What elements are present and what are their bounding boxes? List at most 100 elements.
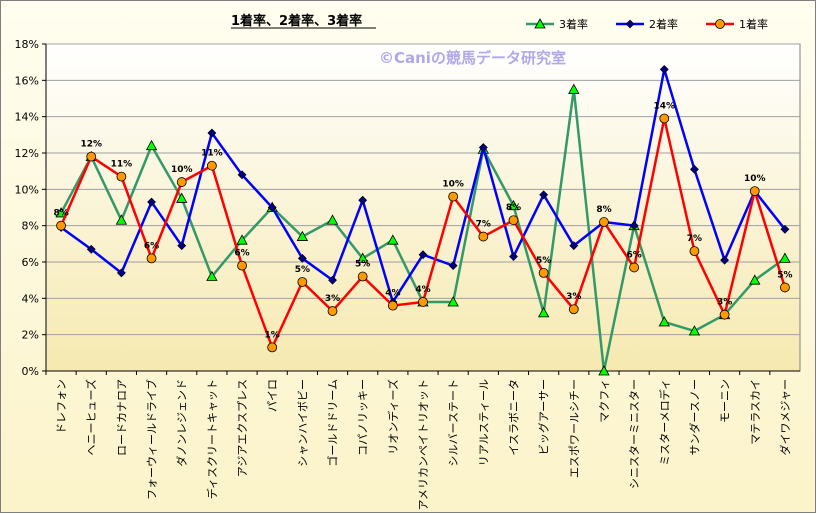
data-point (780, 224, 790, 234)
x-category-label: フォーウィールドライブ (145, 379, 159, 500)
data-point (629, 221, 639, 231)
data-label: 10% (744, 174, 766, 184)
data-point (206, 270, 218, 281)
data-point (146, 253, 157, 264)
data-point (115, 214, 128, 225)
data-label: 3% (566, 292, 581, 302)
data-point (145, 139, 158, 151)
data-label: 5% (355, 260, 370, 270)
data-point (569, 241, 579, 251)
y-tick-label: 8% (22, 220, 39, 233)
data-point (55, 207, 67, 218)
x-category-label: ミスターメロディ (657, 379, 671, 466)
y-tick-label: 14% (15, 111, 39, 124)
x-category-label: エスポワールシチー (568, 379, 581, 478)
data-label: 4% (415, 285, 430, 295)
data-label: 6% (626, 250, 641, 260)
data-point (267, 342, 278, 353)
data-point (447, 296, 459, 307)
x-category-label: ビッグアーサー (537, 379, 551, 455)
x-category-label: マテラスカイ (749, 379, 762, 445)
x-category-label: ディスクリートキャット (205, 379, 219, 499)
data-point (539, 190, 549, 200)
data-label: 12% (80, 140, 102, 150)
data-point (296, 230, 309, 241)
data-point (689, 246, 700, 257)
data-point (327, 306, 338, 316)
data-point (749, 186, 760, 197)
x-category-label: ロードカナロア (115, 379, 128, 456)
legend: 3着率 2着率 1着率 (526, 17, 768, 31)
data-label: 4% (385, 289, 400, 299)
legend-marker (625, 19, 635, 29)
chart-title: 1着率、2着率、3着率 (231, 13, 362, 29)
data-point (237, 170, 247, 180)
data-point (116, 171, 127, 182)
data-label: 7% (476, 220, 491, 230)
data-label: 5% (295, 265, 310, 275)
data-point (780, 282, 790, 293)
data-label: 3% (325, 294, 340, 304)
data-point (206, 160, 217, 171)
data-label: 8% (53, 209, 68, 219)
data-point (236, 234, 248, 245)
x-category-label: リアルスティール (477, 379, 490, 466)
y-tick-label: 18% (15, 38, 39, 51)
data-point (448, 191, 459, 202)
data-point (537, 307, 550, 318)
data-point (599, 217, 609, 227)
data-point (207, 128, 217, 138)
x-category-label: マクフィ (598, 379, 611, 423)
data-point (507, 199, 520, 211)
data-label: 7% (687, 234, 702, 244)
data-point (86, 244, 96, 254)
x-category-label: アメリカンペイトリオット (417, 379, 430, 510)
data-label: 8% (596, 205, 611, 215)
data-label: 6% (234, 249, 249, 259)
data-label: 3% (717, 298, 732, 308)
data-point (659, 113, 670, 124)
x-category-label: コパノリッキー (357, 379, 370, 456)
data-point (357, 252, 369, 263)
x-category-label: リオンディーズ (386, 379, 400, 455)
x-category-label: アジアエクスプレス (236, 379, 249, 477)
y-tick-label: 16% (15, 74, 39, 87)
data-point (326, 214, 339, 225)
data-point (509, 252, 518, 261)
data-label: 8% (506, 203, 521, 213)
data-point (56, 220, 66, 231)
data-point (176, 177, 187, 187)
y-tick-label: 4% (22, 292, 39, 305)
data-point (387, 234, 399, 245)
data-point (176, 192, 188, 203)
data-point (177, 241, 187, 251)
x-category-label: シニスターミニスター (628, 379, 641, 489)
data-point (358, 195, 368, 205)
data-label: 10% (171, 165, 193, 175)
y-tick-label: 6% (22, 256, 39, 269)
legend-marker (715, 19, 725, 29)
data-point (478, 231, 489, 242)
data-point (478, 143, 488, 152)
data-label: 11% (201, 149, 223, 159)
data-point (568, 304, 579, 315)
x-category-label: モーニン (719, 379, 732, 423)
legend-label: 1着率 (739, 17, 768, 31)
data-label: 6% (144, 241, 159, 251)
data-label: 5% (777, 270, 792, 280)
data-point (418, 250, 428, 260)
x-category-label: ゴールドドリーム (326, 379, 340, 467)
data-point (147, 197, 156, 207)
data-point (688, 325, 701, 336)
data-point (328, 275, 337, 285)
data-point (690, 164, 699, 174)
data-point (719, 309, 730, 320)
data-label: 10% (442, 180, 464, 190)
data-point (568, 83, 580, 94)
data-point (237, 260, 247, 271)
data-point (116, 268, 126, 278)
y-tick-label: 2% (22, 329, 39, 342)
data-label: 1% (265, 330, 280, 340)
series-circle (56, 113, 790, 353)
